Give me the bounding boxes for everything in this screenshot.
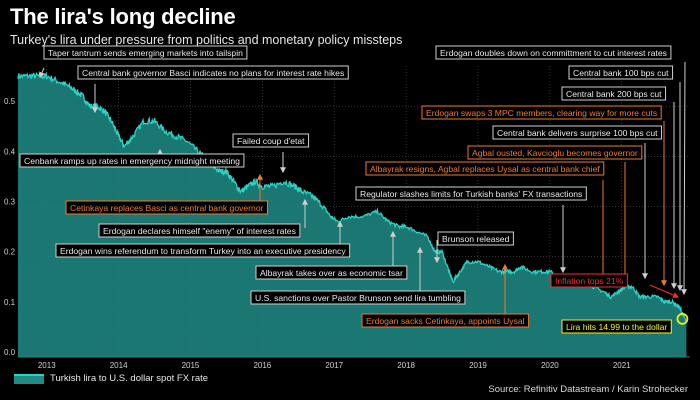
annotation-label: Central bank 200 bps cut <box>566 89 662 99</box>
chart-subtitle: Turkey's lira under pressure from politi… <box>10 33 403 47</box>
annotation-box <box>561 319 672 334</box>
annotation-label: Erdogan sacks Cetinkaya, appoints Uysal <box>366 316 525 326</box>
chart-title: The lira's long decline <box>10 4 236 29</box>
y-tick-label: 0.5 <box>4 97 16 106</box>
annotation-label: Central bank delivers surprise 100 bps c… <box>497 128 658 138</box>
annotation-label: Taper tantrum sends emerging markets int… <box>48 48 243 58</box>
annotation-label: Brunson released <box>442 234 510 244</box>
annotation-label: Lira hits 14.99 to the dollar <box>566 322 667 332</box>
annotation-box <box>232 133 310 148</box>
annotation-box <box>355 186 587 201</box>
annotation-box <box>492 125 662 140</box>
y-tick-label: 0.3 <box>4 197 16 206</box>
annotation-label: Agbal ousted, Kavcioglu becomes governor <box>472 148 638 158</box>
annotation-label: Central bank 100 bps cut <box>573 68 669 78</box>
annotation-box <box>467 145 643 160</box>
annotation-arrow <box>681 61 688 296</box>
annotation-label: Albayrak resigns, Agbal replaces Uysal a… <box>370 164 600 174</box>
annotation-box <box>365 161 605 176</box>
annotation-box <box>550 273 628 288</box>
x-tick-label: 2021 <box>613 361 631 370</box>
annotation-box <box>55 243 351 258</box>
y-tick-label: 0.2 <box>4 248 16 257</box>
x-tick-label: 2013 <box>38 361 56 370</box>
annotation-label: Erdogan declares himself "enemy" of inte… <box>103 226 296 236</box>
x-tick-label: 2019 <box>469 361 487 370</box>
annotation-label: Regulator slashes limits for Turkish ban… <box>360 189 582 199</box>
annotation-box <box>65 200 268 215</box>
annotation-label: Cenbank ramps up rates in emergency midn… <box>24 156 240 166</box>
latest-point-highlight <box>676 312 689 325</box>
annotation-label: U.S. sanctions over Pastor Brunson send … <box>255 293 461 303</box>
annotation-box <box>19 153 245 168</box>
y-tick-label: 0.1 <box>4 298 16 307</box>
annotation-box <box>561 86 667 101</box>
legend-label: Turkish lira to U.S. dollar spot FX rate <box>50 373 209 384</box>
annotation-box <box>435 45 672 60</box>
x-tick-label: 2014 <box>110 361 128 370</box>
annotation-box <box>43 45 248 60</box>
annotation-label: Failed coup d'etat <box>237 136 305 146</box>
annotation-label: Inflation tops 21% <box>555 276 624 286</box>
x-tick-label: 2018 <box>397 361 415 370</box>
annotation-box <box>250 290 466 305</box>
source-note: Source: Refinitiv Datastream / Karin Str… <box>488 384 688 395</box>
annotation-arrow <box>649 284 680 298</box>
annotation-label: Albayrak takes over as economic tsar <box>260 268 403 278</box>
y-tick-label: 0.0 <box>4 348 16 357</box>
annotation-box <box>98 223 301 238</box>
annotation-label: Erdogan wins referendum to transform Tur… <box>60 246 346 256</box>
legend-swatch <box>14 373 44 384</box>
x-tick-label: 2020 <box>541 361 559 370</box>
annotation-box <box>437 231 514 246</box>
annotation-arrow <box>39 67 45 79</box>
annotation-label: Central bank governor Basci indicates no… <box>82 68 344 78</box>
x-tick-label: 2015 <box>182 361 200 370</box>
y-tick-label: 0.4 <box>4 147 16 156</box>
annotation-box <box>421 105 662 120</box>
series-area <box>18 73 687 358</box>
annotation-label: Erdogan doubles down on committment to c… <box>440 48 667 58</box>
annotation-label: Erdogan swaps 3 MPC members, clearing wa… <box>426 108 657 118</box>
annotation-label: Cetinkaya replaces Basci as central bank… <box>70 203 264 213</box>
annotation-box <box>361 313 530 328</box>
annotation-box <box>77 65 349 80</box>
annotation-box <box>255 265 408 280</box>
x-tick-label: 2017 <box>325 361 343 370</box>
chart-legend: Turkish lira to U.S. dollar spot FX rate <box>14 373 208 384</box>
x-tick-label: 2016 <box>253 361 271 370</box>
annotation-box <box>568 65 674 80</box>
